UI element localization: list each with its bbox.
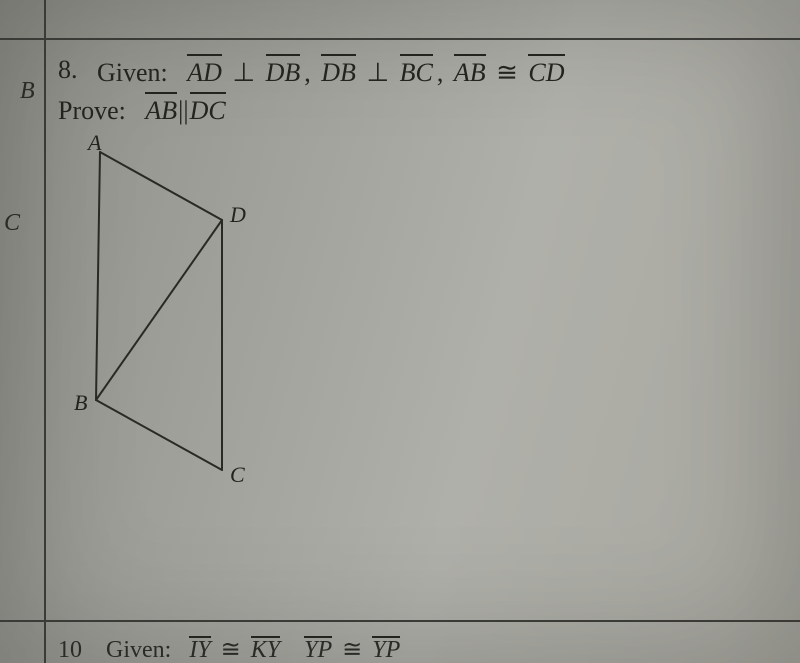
seg-BC: BC: [400, 52, 433, 90]
margin-label-c: C: [4, 210, 20, 237]
diagram-svg: [62, 140, 302, 520]
seg-KY: KY: [251, 634, 280, 663]
seg-AD: AD: [187, 52, 222, 90]
margin-rule-line: [44, 0, 46, 663]
page-surface: B C 8. Given: AD ⊥ DB, DB ⊥ BC, AB ≅ CD …: [0, 0, 800, 663]
op-perp-2: ⊥: [366, 55, 389, 90]
op-cong-2: ≅: [221, 635, 241, 663]
op-cong: ≅: [496, 55, 518, 90]
seg-DC: DC: [190, 90, 226, 128]
seg-YP-2: YP: [372, 634, 400, 663]
vertex-label-C: C: [230, 462, 245, 488]
geometry-diagram: A D B C: [62, 140, 302, 520]
given-label: Given:: [97, 58, 168, 87]
rule-line-top: [0, 38, 800, 40]
given-line: 8. Given: AD ⊥ DB, DB ⊥ BC, AB ≅ CD: [58, 52, 565, 90]
seg-AB-2: AB: [145, 90, 177, 128]
next-problem-number: 10: [58, 637, 82, 663]
problem-block: 8. Given: AD ⊥ DB, DB ⊥ BC, AB ≅ CD Prov…: [58, 52, 565, 128]
problem-number: 8.: [58, 52, 78, 87]
seg-DB-2: DB: [321, 52, 356, 90]
comma-2: ,: [437, 55, 444, 90]
seg-YP: YP: [304, 634, 332, 663]
comma-1: ,: [304, 55, 311, 90]
seg-AB: AB: [454, 52, 486, 90]
op-perp-1: ⊥: [232, 55, 255, 90]
vertex-label-B: B: [74, 390, 87, 416]
op-cong-3: ≅: [342, 635, 362, 663]
vertex-label-D: D: [230, 202, 246, 228]
rule-line-bottom: [0, 620, 800, 622]
margin-label-b: B: [20, 78, 35, 105]
next-problem-partial: 10 Given: IY ≅ KY YP ≅ YP: [58, 634, 400, 663]
vertex-label-A: A: [88, 130, 101, 156]
op-parallel: ||: [178, 93, 188, 128]
prove-label: Prove:: [58, 96, 126, 125]
next-given-label: Given:: [106, 637, 171, 663]
seg-CD: CD: [528, 52, 564, 90]
seg-IY: IY: [189, 634, 210, 663]
prove-line: Prove: AB||DC: [58, 90, 565, 128]
seg-DB: DB: [266, 52, 301, 90]
